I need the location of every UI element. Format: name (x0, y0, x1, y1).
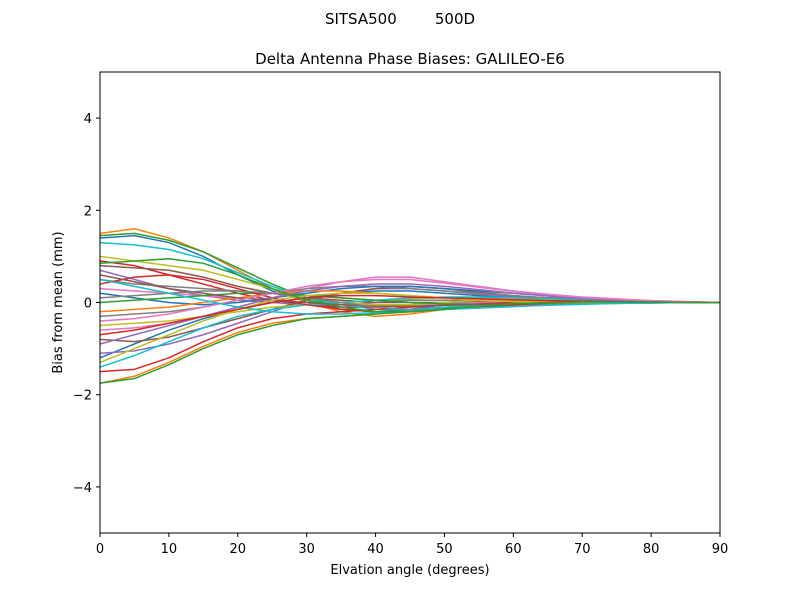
chart-title: Delta Antenna Phase Biases: GALILEO-E6 (255, 50, 565, 68)
x-tick-label: 40 (367, 542, 384, 557)
y-tick-label: 2 (84, 204, 92, 219)
x-tick-label: 10 (161, 542, 178, 557)
y-tick-label: 0 (84, 297, 92, 312)
chart-suptitle: SITSA500 500D (325, 10, 475, 28)
y-tick-label: 4 (84, 112, 92, 127)
series-line-30 (99, 278, 720, 315)
x-tick-label: 20 (230, 542, 247, 557)
series-layer (99, 227, 721, 384)
series-line-27 (99, 278, 721, 322)
x-tick-label: 30 (298, 542, 315, 557)
y-axis-title: Bias from mean (mm) (51, 231, 66, 373)
x-tick-label: 80 (643, 542, 660, 557)
x-axis-title: Elvation angle (degrees) (330, 563, 489, 578)
x-axis-ticks: 0 10 20 30 40 50 60 70 80 90 (96, 533, 728, 557)
y-tick-label: −4 (73, 481, 92, 496)
x-tick-label: 90 (712, 542, 729, 557)
y-tick-label: −2 (73, 389, 92, 404)
y-axis-ticks: −4 −2 0 2 4 (73, 112, 100, 496)
series-line-32 (99, 257, 720, 313)
x-tick-label: 60 (505, 542, 522, 557)
x-tick-label: 0 (96, 542, 104, 557)
x-tick-label: 50 (436, 542, 453, 557)
x-tick-label: 70 (574, 542, 591, 557)
